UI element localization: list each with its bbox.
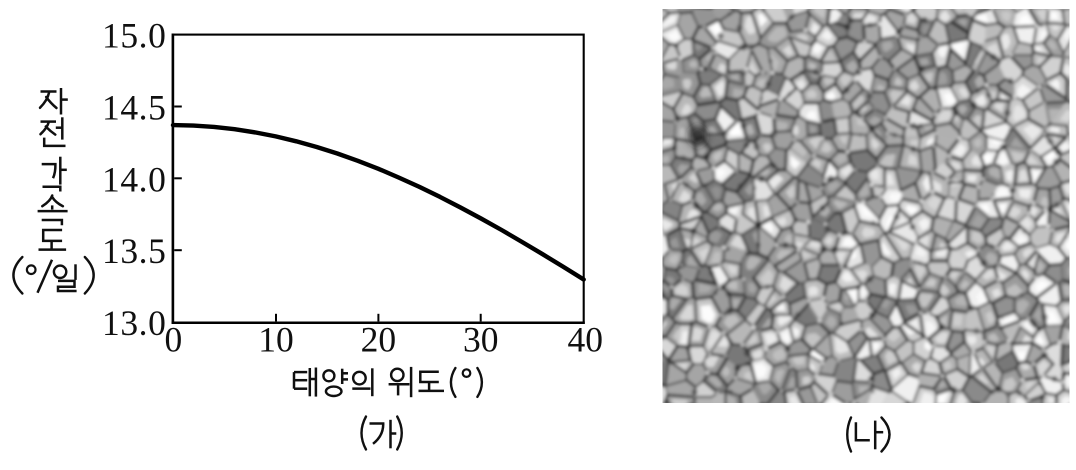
svg-text:13.5: 13.5 bbox=[102, 231, 167, 271]
svg-text:40: 40 bbox=[568, 320, 604, 360]
svg-text:14.0: 14.0 bbox=[102, 159, 167, 199]
svg-text:13.0: 13.0 bbox=[102, 303, 167, 343]
svg-text:20: 20 bbox=[361, 320, 397, 360]
svg-text:10: 10 bbox=[258, 320, 294, 360]
svg-text:30: 30 bbox=[463, 320, 499, 360]
svg-text:15.0: 15.0 bbox=[102, 16, 167, 56]
svg-text:0: 0 bbox=[165, 320, 183, 360]
svg-text:14.5: 14.5 bbox=[102, 88, 167, 128]
